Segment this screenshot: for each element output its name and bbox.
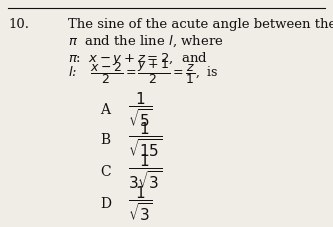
Text: B: B [100,133,110,147]
Text: $\dfrac{1}{3\sqrt{3}}$: $\dfrac{1}{3\sqrt{3}}$ [128,153,163,191]
Text: The sine of the acute angle between the plane: The sine of the acute angle between the … [68,18,333,31]
Text: $\pi$  and the line $l$, where: $\pi$ and the line $l$, where [68,34,224,49]
Text: A: A [100,103,110,117]
Text: $\dfrac{1}{\sqrt{15}}$: $\dfrac{1}{\sqrt{15}}$ [128,121,163,159]
Text: D: D [100,197,111,211]
Text: C: C [100,165,111,179]
Text: $\pi$:  $x - y + z = 2$,  and: $\pi$: $x - y + z = 2$, and [68,50,208,67]
Text: $l$:: $l$: [68,65,77,79]
Text: $\dfrac{1}{\sqrt{3}}$: $\dfrac{1}{\sqrt{3}}$ [128,185,153,223]
Text: $\dfrac{1}{\sqrt{5}}$: $\dfrac{1}{\sqrt{5}}$ [128,91,153,129]
Text: $\dfrac{x-2}{2} = \dfrac{y+1}{2} = \dfrac{z}{1}$,  is: $\dfrac{x-2}{2} = \dfrac{y+1}{2} = \dfra… [90,58,219,86]
Text: 10.: 10. [8,18,29,31]
